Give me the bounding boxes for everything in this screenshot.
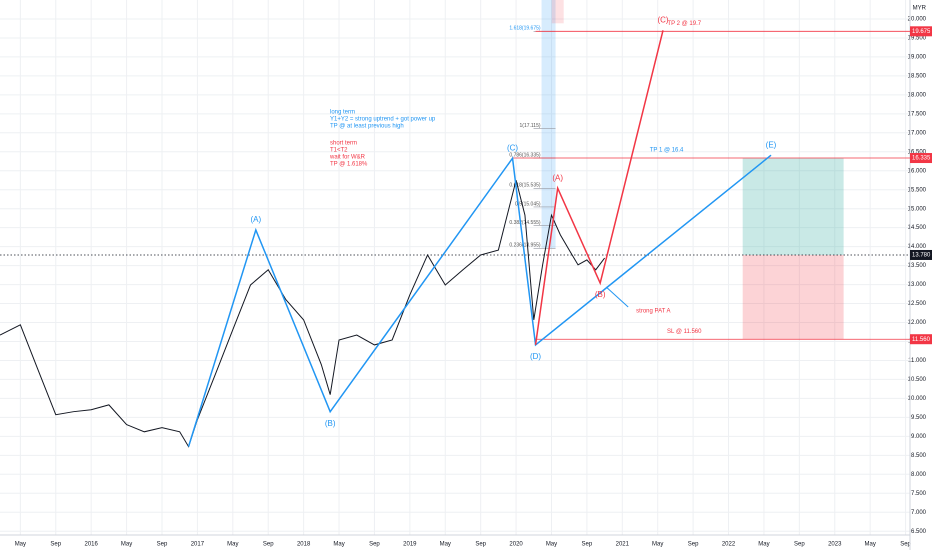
x-tick-label: May: [864, 542, 875, 548]
note-text: TP @ 1.618%: [330, 162, 368, 168]
price-tag-label: 19.675: [912, 29, 931, 35]
y-tick-label: 17.000: [908, 130, 927, 136]
x-tick-label: May: [440, 542, 451, 548]
fib-label: 0.786(16.335): [509, 152, 540, 158]
y-tick-label: 13.000: [908, 282, 927, 288]
y-tick-label: 8.500: [911, 453, 927, 459]
x-tick-label: 2018: [297, 542, 311, 548]
fib-label: 0.5(15.045): [515, 201, 541, 207]
y-tick-label: 15.000: [908, 206, 927, 212]
x-tick-label: May: [333, 542, 344, 548]
price-tag: [910, 334, 932, 345]
y-tick-label: 15.500: [908, 187, 927, 193]
note-text: TP @ at least previous high: [330, 124, 404, 130]
fib-label: 0.618(15.535): [509, 183, 540, 189]
stop-zone: [742, 254, 844, 340]
wave-label: (C): [507, 143, 518, 152]
price-tag-label: 11.560: [912, 337, 931, 343]
x-tick-label: 2023: [828, 542, 842, 548]
x-tick-label: 2016: [84, 542, 98, 548]
x-tick-label: Sep: [475, 542, 486, 548]
y-tick-label: 7.500: [911, 491, 927, 497]
y-tick-label: 16.000: [908, 168, 927, 174]
y-tick-label: 6.500: [911, 529, 927, 535]
x-tick-label: May: [546, 542, 557, 548]
x-tick-label: Sep: [157, 542, 168, 548]
y-tick-label: 11.000: [908, 358, 927, 364]
callout-text: strong PAT A: [636, 309, 670, 315]
x-tick-label: Sep: [794, 542, 805, 548]
x-tick-label: Sep: [900, 542, 911, 548]
fib-label: 1.618(19.675): [509, 26, 540, 32]
level-text: TP 1 @ 16.4: [650, 148, 684, 154]
callout-arrow: [605, 286, 629, 308]
y-tick-label: 14.500: [908, 225, 927, 231]
wave-label: (A): [250, 215, 261, 224]
x-tick-label: May: [227, 542, 238, 548]
y-tick-label: 9.000: [911, 434, 927, 440]
y-tick-label: 8.000: [911, 472, 927, 478]
x-tick-label: 2022: [722, 542, 736, 548]
wave-label: (B): [325, 419, 336, 428]
x-tick-label: Sep: [263, 542, 274, 548]
y-tick-label: 12.000: [908, 320, 927, 326]
wave-line: [534, 30, 664, 346]
x-tick-label: 2020: [509, 542, 523, 548]
wave-line: [187, 154, 772, 447]
x-tick-label: Sep: [688, 542, 699, 548]
x-tick-label: 2021: [616, 542, 630, 548]
fib-column: [541, 0, 556, 249]
level-text: SL @ 11.560: [667, 329, 702, 335]
y-tick-label: 19.000: [908, 54, 927, 60]
wave-label: (B): [595, 290, 606, 299]
y-tick-label: 12.500: [908, 301, 927, 307]
price-tag-label: 16.335: [912, 156, 931, 162]
y-tick-label: 10.500: [908, 377, 927, 383]
price-tag: [910, 153, 932, 164]
y-tick-label: 13.500: [908, 263, 927, 269]
y-tick-label: 18.500: [908, 73, 927, 79]
x-tick-label: Sep: [50, 542, 61, 548]
price-tag: [910, 249, 932, 260]
note-text: long term: [330, 110, 355, 116]
price-line: [0, 180, 606, 448]
target-zone: [742, 158, 844, 255]
y-tick-label: 19.500: [908, 36, 927, 42]
y-tick-label: 7.000: [911, 510, 927, 516]
note-text: T1<T2: [330, 148, 348, 154]
currency: MYR: [913, 6, 927, 12]
x-tick-label: 2017: [191, 542, 205, 548]
note-text: wait for W&R: [329, 155, 366, 161]
x-tick-label: May: [652, 542, 663, 548]
price-tag: [910, 26, 932, 37]
y-tick-label: 17.500: [908, 111, 927, 117]
y-tick-label: 9.500: [911, 415, 927, 421]
y-tick-label: 14.000: [908, 244, 927, 250]
x-tick-label: Sep: [582, 542, 593, 548]
x-tick-label: May: [15, 542, 26, 548]
wave-label: (D): [530, 352, 541, 361]
x-tick-label: May: [121, 542, 132, 548]
price-tag-label: 13.780: [912, 253, 931, 259]
wave-label: (C): [657, 15, 668, 24]
x-tick-label: 2019: [403, 542, 417, 548]
wave-label: (E): [766, 140, 777, 149]
fib-label: 0.236(13.955): [509, 243, 540, 249]
note-text: Y1+Y2 = strong uptrend + got power up: [330, 117, 436, 123]
level-text: TP 2 @ 19.7: [667, 21, 701, 27]
y-tick-label: 10.000: [908, 396, 927, 402]
y-tick-label: 16.500: [908, 149, 927, 155]
x-tick-label: May: [758, 542, 769, 548]
fib-label: 1(17.115): [520, 123, 541, 129]
x-tick-label: Sep: [369, 542, 380, 548]
note-text: short term: [330, 141, 357, 147]
y-tick-label: 20.000: [908, 17, 927, 23]
wave-label: (A): [552, 173, 563, 182]
y-tick-label: 18.000: [908, 92, 927, 98]
fib-column: [551, 0, 564, 24]
